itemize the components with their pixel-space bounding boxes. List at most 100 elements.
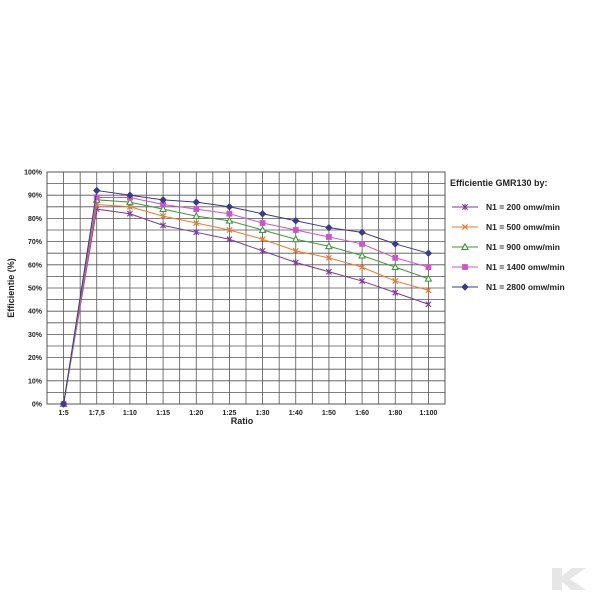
data-point — [359, 241, 365, 247]
legend-marker — [461, 223, 469, 231]
data-point — [359, 277, 366, 285]
x-tick-label: 1:20 — [189, 410, 203, 417]
data-point — [392, 289, 399, 296]
x-tick-label: 1:30 — [256, 410, 270, 417]
x-tick-label: 1:80 — [388, 410, 402, 417]
legend: N1 = 200 omw/min N1 = 500 omw/min N1 = 900… — [452, 202, 565, 292]
data-point — [259, 247, 266, 255]
data-point — [425, 287, 432, 294]
marker-stroke — [325, 254, 332, 261]
brand-logo-icon — [552, 568, 586, 590]
marker-stroke — [461, 223, 469, 231]
y-axis-ticks: 0% 10% 20% 30% 40% 50% 60% 70% 80% 90% 100% — [24, 170, 43, 409]
x-tick-label: 1:50 — [322, 410, 336, 417]
y-tick-label: 30% — [28, 332, 43, 339]
y-tick-label: 70% — [28, 239, 43, 246]
data-point — [192, 211, 201, 220]
grid-lines — [47, 172, 445, 404]
data-point — [292, 217, 300, 225]
legend-label: N1 = 2800 omw/min — [486, 282, 565, 292]
data-point — [126, 210, 133, 217]
data-point — [225, 203, 234, 211]
marker-stroke — [226, 226, 233, 234]
data-point — [192, 198, 200, 206]
series-line — [63, 189, 429, 405]
data-point — [125, 197, 134, 206]
data-point — [93, 194, 100, 201]
data-point — [425, 301, 432, 308]
legend-marker — [461, 283, 469, 291]
data-point — [325, 223, 333, 232]
x-tick-label: 1:25 — [222, 410, 236, 417]
data-point — [325, 268, 332, 275]
data-point — [292, 227, 299, 233]
data-point — [392, 254, 399, 261]
data-point — [258, 210, 267, 218]
data-point — [225, 216, 234, 224]
legend-label: N1 = 200 omw/min — [486, 202, 560, 212]
data-point — [259, 220, 266, 226]
data-point — [324, 241, 333, 250]
y-tick-label: 20% — [28, 355, 43, 362]
data-point — [392, 278, 399, 285]
data-point — [193, 229, 200, 236]
legend-marker — [462, 264, 468, 270]
y-tick-label: 90% — [28, 193, 43, 200]
y-tick-label: 80% — [28, 216, 43, 223]
data-series — [59, 186, 433, 408]
data-point — [193, 220, 200, 227]
legend-label: N1 = 1400 omw/min — [486, 262, 565, 272]
data-point — [159, 196, 167, 204]
legend-marker — [462, 203, 468, 211]
y-tick-label: 0% — [32, 402, 43, 409]
data-point — [258, 225, 267, 233]
data-point — [291, 234, 300, 243]
data-point — [424, 249, 433, 257]
data-point — [391, 262, 400, 271]
x-tick-label: 1:40 — [289, 410, 303, 417]
y-tick-label: 40% — [28, 309, 43, 316]
x-tick-label: 1:10 — [123, 410, 137, 417]
legend-label: N1 = 900 omw/min — [486, 242, 560, 252]
data-point — [160, 222, 167, 229]
data-point — [259, 236, 266, 243]
y-tick-label: 60% — [28, 262, 43, 269]
data-point — [358, 251, 367, 259]
data-point — [126, 191, 134, 199]
data-point — [226, 210, 233, 217]
data-point — [292, 259, 299, 266]
series-line — [63, 203, 429, 405]
data-point — [193, 206, 200, 213]
data-point — [159, 204, 168, 213]
data-point — [359, 264, 366, 271]
data-point — [325, 254, 332, 261]
legend-title: Efficientie GMR130 by: — [450, 178, 548, 188]
marker-stroke — [425, 287, 432, 294]
x-tick-label: 1:60 — [355, 410, 369, 417]
x-tick-label: 1:5 — [59, 410, 69, 417]
y-tick-label: 100% — [24, 170, 43, 177]
data-point — [93, 186, 101, 195]
data-point — [425, 264, 432, 271]
series-line — [63, 208, 429, 405]
data-point — [292, 247, 299, 254]
x-tick-label: 1:100 — [419, 410, 437, 417]
data-point — [160, 213, 167, 220]
marker-stroke — [392, 278, 399, 285]
legend-label: N1 = 500 omw/min — [486, 222, 560, 232]
marker-stroke — [193, 220, 200, 227]
y-axis-title: Efficientie (%) — [6, 258, 16, 318]
marker-stroke — [359, 264, 366, 271]
marker-stroke — [259, 236, 266, 243]
x-axis-ticks: 1:5 1:7,5 1:10 1:15 1:20 1:25 1:30 1:40 1:50 1:60… — [59, 410, 438, 417]
marker-stroke — [160, 213, 167, 220]
data-point — [424, 274, 433, 282]
marker-stroke — [292, 247, 299, 254]
legend-marker — [461, 242, 469, 250]
x-axis-title: Ratio — [231, 416, 254, 426]
x-tick-label: 1:7,5 — [89, 410, 105, 417]
series-line — [63, 199, 429, 405]
data-point — [226, 236, 233, 243]
